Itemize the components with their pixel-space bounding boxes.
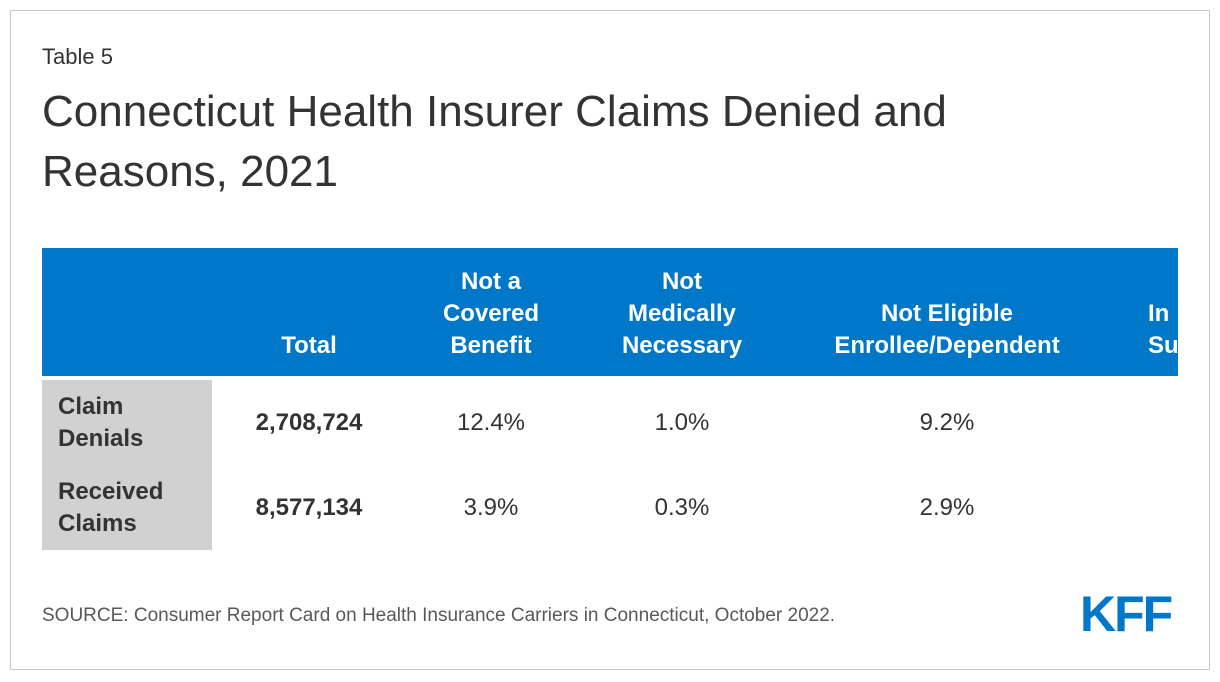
- column-header: In Su: [1106, 248, 1178, 376]
- table-cell: 9.2%: [919, 408, 975, 436]
- column-header: Total: [212, 248, 406, 376]
- table-title: Connecticut Health Insurer Claims Denied…: [42, 87, 947, 196]
- logo: KFF: [1080, 586, 1173, 642]
- table-cell: 2.9%: [919, 493, 975, 521]
- header-cell: [42, 248, 212, 376]
- table-cell: 12.4%: [456, 408, 526, 436]
- column-header: Not Medically Necessary: [576, 248, 788, 376]
- column-header: Not a Covered Benefit: [406, 248, 576, 376]
- row-label: Received Claims: [42, 465, 212, 550]
- row-label: Claim Denials: [42, 380, 212, 465]
- frame: [10, 10, 1210, 670]
- table: Total Not a Covered Benefit Not Medically …: [42, 248, 1178, 558]
- table-cell: 0.3%: [654, 493, 710, 521]
- table-cell: 2,708,724: [255, 408, 363, 436]
- table-cell: 1.0%: [654, 408, 710, 436]
- table-label: Table 5: [42, 44, 113, 69]
- column-header: Not Eligible Enrollee/Dependent: [788, 248, 1106, 376]
- source-note: SOURCE: Consumer Report Card on Health I…: [42, 605, 836, 626]
- table-cell: 3.9%: [463, 493, 519, 521]
- table-cell: 8,577,134: [255, 493, 363, 521]
